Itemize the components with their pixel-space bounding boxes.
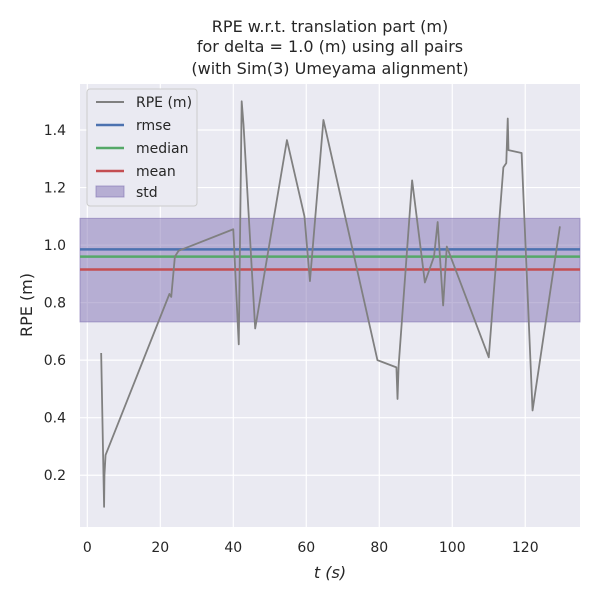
x-axis-label-text: t (s) <box>314 563 346 582</box>
y-tick-label-2: 0.6 <box>44 353 66 369</box>
x-tick-label-3: 60 <box>297 540 315 556</box>
legend: RPE (m) rmse median mean std <box>86 88 198 207</box>
y-tick-labels: 0.2 0.4 0.6 0.8 1.0 1.2 1.4 <box>44 123 66 484</box>
x-tick-label-5: 100 <box>439 540 466 556</box>
x-axis-label: t (s) <box>314 563 346 582</box>
legend-label-rmse: rmse <box>136 118 171 134</box>
y-tick-label-0: 0.2 <box>44 468 66 484</box>
x-tick-label-1: 20 <box>151 540 169 556</box>
chart-title-line-1: RPE w.r.t. translation part (m) <box>212 17 448 36</box>
x-tick-label-2: 40 <box>224 540 242 556</box>
y-tick-label-4: 1.0 <box>44 238 66 254</box>
x-tick-labels: 0 20 40 60 80 100 120 <box>83 540 539 556</box>
y-axis-label: RPE (m) <box>17 273 36 337</box>
x-tick-label-6: 120 <box>512 540 539 556</box>
series-layer <box>100 100 561 508</box>
legend-swatch-std <box>95 185 125 198</box>
legend-label-median: median <box>136 141 188 157</box>
chart-title-line-3: (with Sim(3) Umeyama alignment) <box>191 59 468 78</box>
series-line-rpe <box>100 100 561 508</box>
legend-label-std: std <box>136 185 158 201</box>
y-tick-label-6: 1.4 <box>44 123 66 139</box>
x-tick-label-4: 80 <box>370 540 388 556</box>
legend-label-rpe: RPE (m) <box>136 95 192 111</box>
legend-label-mean: mean <box>136 164 176 180</box>
y-tick-label-1: 0.4 <box>44 411 66 427</box>
legend-frame <box>86 88 198 207</box>
chart-title-line-2: for delta = 1.0 (m) using all pairs <box>197 37 463 56</box>
x-tick-label-0: 0 <box>83 540 92 556</box>
y-tick-label-5: 1.2 <box>44 181 66 197</box>
y-tick-label-3: 0.8 <box>44 296 66 312</box>
